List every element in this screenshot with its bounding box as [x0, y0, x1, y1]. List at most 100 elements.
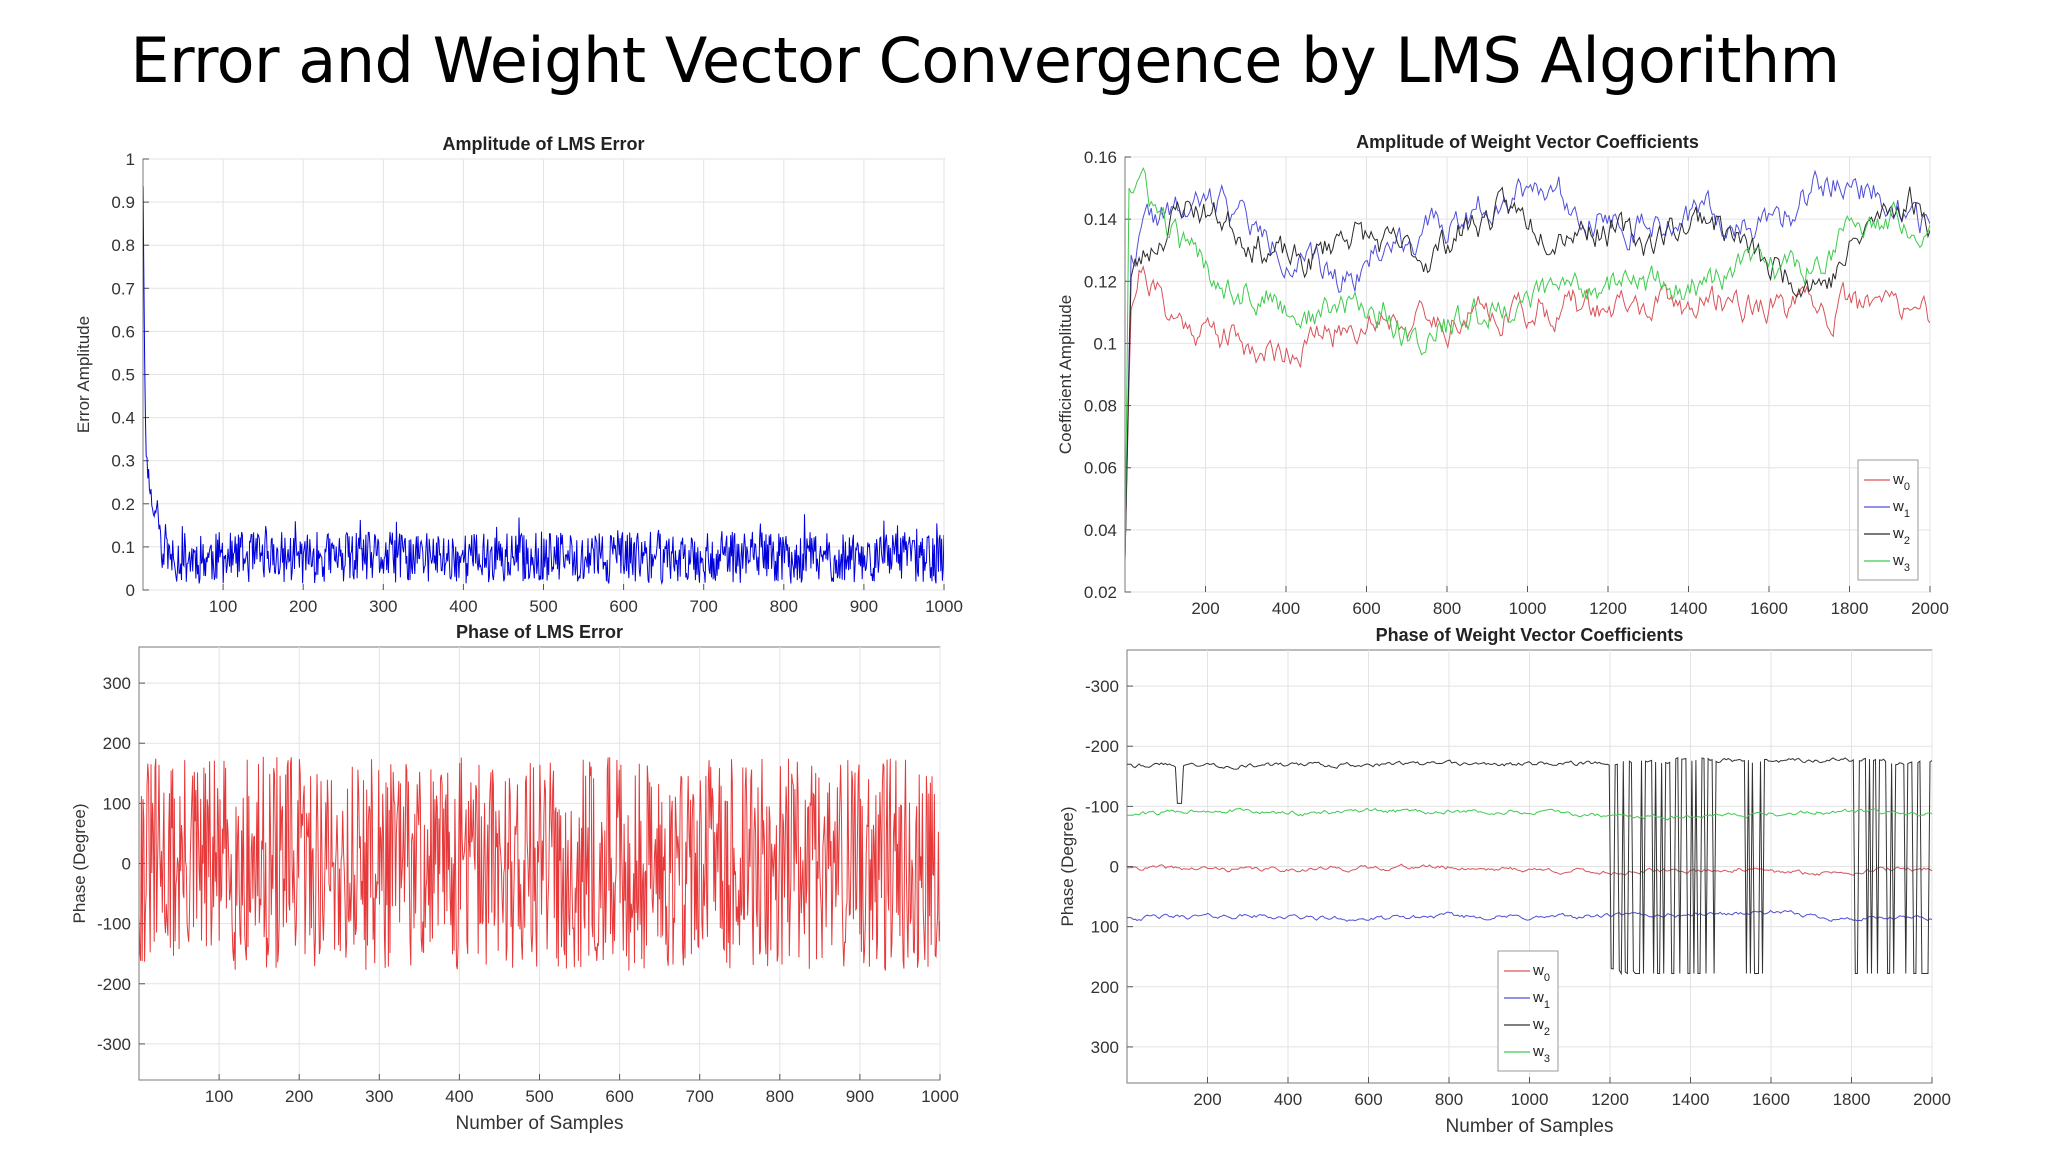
x-tick-label: 1200: [1589, 599, 1627, 618]
y-axis-label: Phase (Degree): [70, 803, 89, 923]
x-tick-label: 800: [770, 597, 798, 616]
y-tick-label: 0.5: [111, 366, 135, 385]
y-tick-label: 300: [1091, 1038, 1119, 1057]
x-tick-label: 1400: [1672, 1090, 1710, 1109]
y-tick-label: 0.14: [1084, 210, 1117, 229]
y-tick-label: 200: [1091, 978, 1119, 997]
y-tick-label: 0.4: [111, 409, 135, 428]
series-line-w3: [1125, 166, 1930, 561]
x-tick-label: 400: [1274, 1090, 1302, 1109]
legend-subscript: 3: [1544, 1053, 1550, 1065]
y-tick-label: -300: [1085, 677, 1119, 696]
y-tick-label: 0.1: [111, 538, 135, 557]
x-tick-label: 1000: [921, 1087, 959, 1106]
x-axis-label: Number of Samples: [1446, 1116, 1614, 1137]
y-tick-label: -100: [1085, 797, 1119, 816]
x-tick-label: 600: [1354, 1090, 1382, 1109]
x-tick-label: 900: [850, 597, 878, 616]
x-tick-label: 200: [289, 597, 317, 616]
y-tick-label: 1: [126, 150, 135, 169]
y-tick-label: 300: [103, 674, 131, 693]
x-tick-label: 1000: [1511, 1090, 1549, 1109]
series-line-w1: [1125, 169, 1930, 561]
y-tick-label: -200: [1085, 737, 1119, 756]
series-line-w3: [1127, 807, 1932, 821]
y-tick-label: 100: [103, 794, 131, 813]
x-tick-label: 2000: [1913, 1090, 1951, 1109]
y-tick-label: -300: [97, 1035, 131, 1054]
x-tick-label: 300: [369, 597, 397, 616]
y-tick-label: 0: [126, 581, 135, 600]
series-line-w0: [1127, 863, 1932, 876]
x-tick-label: 1800: [1831, 599, 1869, 618]
series-line-w2: [1127, 756, 1932, 976]
y-tick-label: 0.08: [1084, 397, 1117, 416]
x-tick-label: 600: [605, 1087, 633, 1106]
y-tick-label: 0.7: [111, 279, 135, 298]
y-tick-label: 0.2: [111, 495, 135, 514]
y-tick-label: 0.12: [1084, 272, 1117, 291]
x-tick-label: 1800: [1833, 1090, 1871, 1109]
y-tick-label: -100: [97, 915, 131, 934]
x-tick-label: 1600: [1752, 1090, 1790, 1109]
x-tick-label: 1200: [1591, 1090, 1629, 1109]
y-tick-label: 100: [1091, 918, 1119, 937]
x-tick-label: 100: [205, 1087, 233, 1106]
legend-subscript: 3: [1904, 562, 1910, 574]
x-tick-label: 800: [766, 1087, 794, 1106]
x-tick-label: 400: [449, 597, 477, 616]
legend-subscript: 2: [1544, 1026, 1550, 1038]
x-tick-label: 1000: [925, 597, 963, 616]
x-tick-label: 100: [209, 597, 237, 616]
y-tick-label: 0: [122, 855, 131, 874]
y-axis-label: Error Amplitude: [74, 316, 93, 433]
y-tick-label: -200: [97, 975, 131, 994]
x-tick-label: 600: [609, 597, 637, 616]
y-tick-label: 0.9: [111, 193, 135, 212]
x-tick-label: 800: [1433, 599, 1461, 618]
x-tick-label: 700: [690, 597, 718, 616]
legend-subscript: 1: [1544, 999, 1550, 1011]
x-tick-label: 800: [1435, 1090, 1463, 1109]
chart-amp-lms-error: 100 200 300 400 500 600 700 800 900 1000 0 0.1 0.2 0.…: [74, 134, 963, 616]
x-tick-label: 400: [445, 1087, 473, 1106]
x-tick-label: 200: [1193, 1090, 1221, 1109]
y-axis-label: Phase (Degree): [1058, 806, 1077, 926]
chart-phase-lms-error: 100 200 300 400 500 600 700 800 900 1000-300-200-…: [70, 622, 959, 1134]
x-tick-label: 1600: [1750, 599, 1788, 618]
legend-subscript: 0: [1544, 972, 1550, 984]
x-axis-label: Number of Samples: [456, 1113, 624, 1134]
slide-title: Error and Weight Vector Convergence by L…: [130, 24, 1840, 97]
x-tick-label: 2000: [1911, 599, 1949, 618]
x-tick-label: 500: [529, 597, 557, 616]
chart-phase-weight-coeffs: 200 400 600 800 1000 1200 1400 1600 1800 20003002…: [1058, 625, 1951, 1137]
y-axis-label: Coefficient Amplitude: [1056, 295, 1075, 454]
x-tick-label: 1400: [1670, 599, 1708, 618]
y-tick-label: 0.3: [111, 452, 135, 471]
y-tick-label: 0: [1110, 858, 1119, 877]
legend-subscript: 2: [1904, 535, 1910, 547]
chart-amp-weight-coeffs: 200 400 600 800 1000 1200 1400 1600 1800 2000 0.02…: [1056, 132, 1949, 618]
series-line-w1: [1127, 909, 1932, 922]
y-tick-label: 0.04: [1084, 521, 1117, 540]
y-tick-label: 200: [103, 734, 131, 753]
y-tick-label: 0.16: [1084, 148, 1117, 167]
series-line-w2: [1125, 186, 1930, 561]
x-tick-label: 700: [686, 1087, 714, 1106]
chart-title: Amplitude of LMS Error: [443, 134, 645, 154]
chart-title: Amplitude of Weight Vector Coefficients: [1356, 132, 1699, 152]
series-line-error: [143, 186, 944, 586]
x-tick-label: 400: [1272, 599, 1300, 618]
y-tick-label: 0.6: [111, 322, 135, 341]
x-tick-label: 200: [285, 1087, 313, 1106]
y-tick-label: 0.06: [1084, 459, 1117, 478]
chart-title: Phase of LMS Error: [456, 622, 623, 642]
series-line-phase-error: [139, 756, 940, 971]
x-tick-label: 300: [365, 1087, 393, 1106]
y-tick-label: 0.8: [111, 236, 135, 255]
series-line-w0: [1125, 264, 1930, 561]
x-tick-label: 500: [525, 1087, 553, 1106]
x-tick-label: 600: [1352, 599, 1380, 618]
